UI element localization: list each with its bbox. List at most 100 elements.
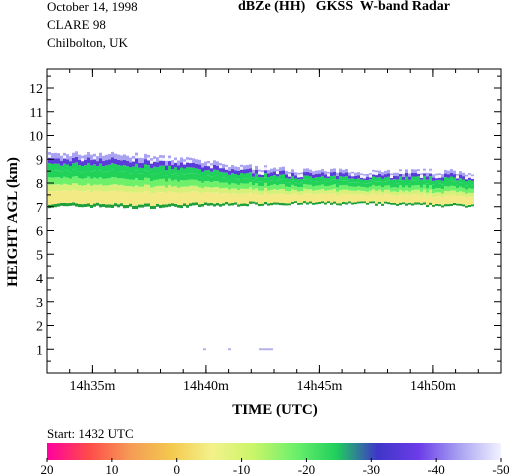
heatmap-cell (180, 205, 183, 209)
heatmap-cell (279, 179, 282, 185)
heatmap-cell (231, 165, 234, 170)
heatmap-cell (123, 159, 126, 166)
heatmap-cell (345, 180, 348, 185)
heatmap-cell (81, 172, 84, 179)
heatmap-cell (438, 192, 441, 197)
heatmap-cell (54, 184, 57, 191)
heatmap-cell (138, 204, 141, 208)
heatmap-cell (69, 156, 72, 162)
heatmap-cell (279, 189, 282, 194)
heatmap-cell (168, 171, 171, 179)
heatmap-cell (348, 194, 351, 202)
heatmap-cell (156, 162, 159, 168)
heatmap-cell (441, 174, 444, 178)
heatmap-cell (315, 185, 318, 191)
heatmap-cell (324, 174, 327, 178)
heatmap-cell (342, 185, 345, 190)
heatmap-cell (318, 185, 321, 190)
heatmap-cell (117, 171, 120, 179)
heatmap-cell (300, 191, 303, 195)
heatmap-cell (351, 182, 354, 187)
heatmap-cell (105, 178, 108, 186)
heatmap-cell (453, 186, 456, 191)
heatmap-cell (141, 163, 144, 168)
heatmap-cell (168, 191, 171, 204)
heatmap-cell (156, 157, 159, 163)
heatmap-cell (114, 190, 117, 204)
heatmap-cell (450, 194, 453, 204)
heatmap-cell (249, 164, 252, 169)
heatmap-cell (387, 202, 390, 205)
heatmap-cell (465, 185, 468, 190)
heatmap-cell (447, 177, 450, 183)
heatmap-cell (339, 190, 342, 195)
heatmap-cell (303, 192, 306, 202)
heatmap-cell (111, 184, 114, 192)
heatmap-cell (318, 173, 321, 177)
heatmap-cell (180, 180, 183, 187)
heatmap-cell (204, 192, 207, 203)
heatmap-cell (279, 174, 282, 180)
heatmap-cell (330, 172, 333, 177)
x-tick-label: 14h50m (410, 379, 456, 394)
heatmap-cell (111, 163, 114, 170)
heatmap-cell (138, 157, 141, 163)
heatmap-cell (396, 191, 399, 196)
heatmap-cell (261, 203, 264, 206)
heatmap-cell (216, 192, 219, 203)
heatmap-cell (300, 174, 303, 178)
heatmap-cell (300, 182, 303, 187)
heatmap-cell (246, 178, 249, 184)
heatmap-cell (270, 175, 273, 181)
heatmap-cell (330, 176, 333, 181)
heatmap-cell (366, 202, 369, 205)
heatmap-cell (126, 155, 129, 161)
heatmap-cell (405, 173, 408, 177)
heatmap-cell (228, 174, 231, 180)
heatmap-cell (270, 172, 273, 176)
heatmap-cell (243, 188, 246, 194)
heatmap-cell (390, 175, 393, 179)
heatmap-cell (171, 180, 174, 187)
heatmap-cell (216, 170, 219, 176)
heatmap-cell (246, 203, 249, 207)
heatmap-cell (312, 202, 315, 205)
heatmap-cell (72, 202, 75, 206)
heatmap-cell (150, 163, 153, 169)
heatmap-cell (258, 190, 261, 196)
heatmap-cell (390, 179, 393, 184)
heatmap-cell (336, 195, 339, 204)
heatmap-cell (66, 154, 69, 160)
heatmap-cell (246, 173, 249, 179)
heatmap-cell (366, 195, 369, 203)
heatmap-cell (453, 174, 456, 178)
heatmap-cell (75, 189, 78, 204)
heatmap-cell (276, 172, 279, 177)
heatmap-cell (444, 169, 447, 174)
heatmap-cell (81, 204, 84, 208)
heatmap-cell (366, 180, 369, 184)
heatmap-cell (432, 180, 435, 185)
heatmap-cell (294, 186, 297, 191)
heatmap-cell (348, 182, 351, 187)
heatmap-cell (93, 164, 96, 171)
heatmap-cell (213, 192, 216, 204)
heatmap-cell (348, 172, 351, 176)
heatmap-cell (318, 176, 321, 182)
heatmap-cell (144, 190, 147, 204)
heatmap-cell (63, 190, 66, 203)
heatmap-cell (381, 178, 384, 183)
heatmap-cell (456, 196, 459, 204)
heatmap-cell (324, 194, 327, 203)
heatmap-cell (201, 167, 204, 172)
heatmap-cell (63, 183, 66, 191)
heatmap-cell (297, 179, 300, 184)
heatmap-cell (60, 184, 63, 191)
heatmap-cell (162, 191, 165, 205)
heatmap-cell (54, 203, 57, 208)
heatmap-cell (96, 161, 99, 167)
heatmap-cell (141, 158, 144, 164)
heatmap-cell (48, 184, 51, 192)
heatmap-cell (330, 189, 333, 195)
heatmap-cell (57, 184, 60, 191)
